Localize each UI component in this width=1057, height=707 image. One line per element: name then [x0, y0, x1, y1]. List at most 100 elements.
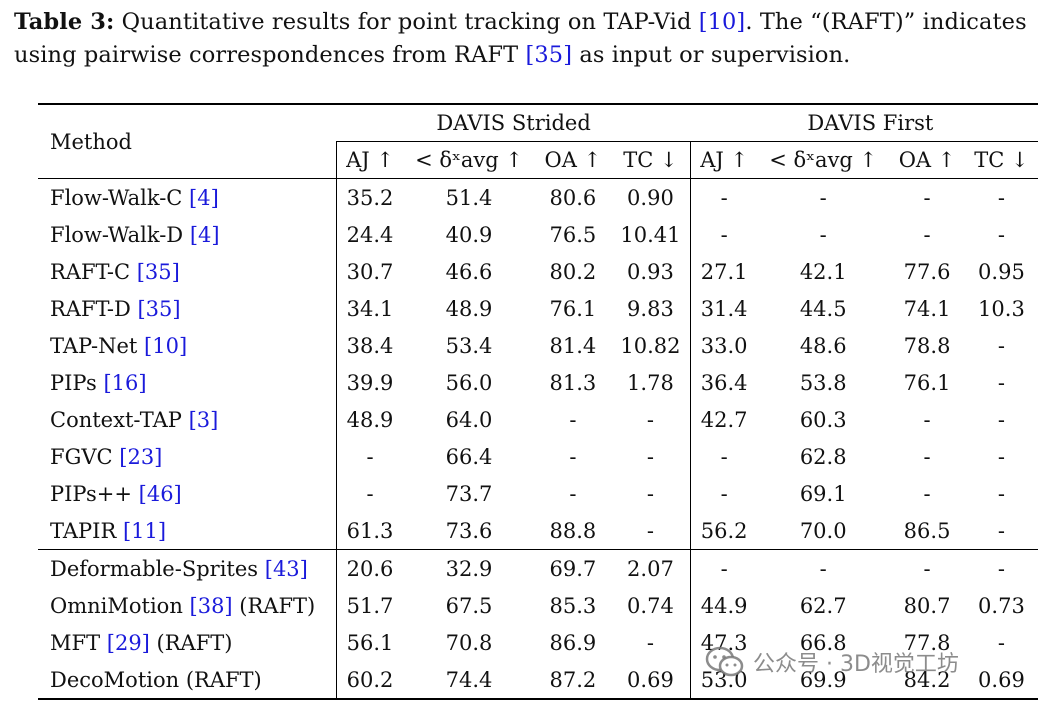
metric-cell: 1.78 — [627, 370, 674, 395]
metric-cell: 81.3 — [549, 370, 597, 395]
metric-cell: 60.3 — [799, 407, 847, 432]
table-row: Context-TAP [3] 48.9 64.0- -42.7 60.3- - — [38, 401, 1038, 438]
metric-cell: - — [923, 444, 931, 469]
metric-cell: - — [646, 630, 654, 655]
metric-cell: - — [997, 370, 1005, 395]
citation-link[interactable]: [29] — [106, 630, 150, 655]
citation-link[interactable]: [16] — [103, 370, 147, 395]
metric-cell: 61.3 — [335, 512, 403, 550]
metric-cell: 40.9 — [445, 222, 493, 247]
metric-cell: - — [997, 407, 1005, 432]
metric-cell: 47.3 — [690, 624, 758, 661]
metric-cell: - — [646, 407, 654, 432]
metric-cell: 66.4 — [445, 444, 493, 469]
method-label: Context-TAP — [50, 407, 189, 432]
metric-cell: 69.9 — [799, 667, 847, 692]
citation-link[interactable]: [35] — [525, 42, 573, 68]
metric-cell: 77.6 — [903, 259, 951, 284]
metric-cell: 86.9 — [549, 630, 597, 655]
method-name: TAP-Net [10] — [38, 327, 337, 364]
table-row: RAFT-C [35] 30.7 46.6 80.2 0.93 27.1 42.1 77.6 0… — [38, 253, 1038, 290]
metric-cell: - — [889, 549, 965, 587]
citation-link[interactable]: [10] — [144, 333, 188, 358]
metric-cell: 0.69 — [978, 667, 1025, 692]
header-row-metrics: AJ ↑ < δˣavg ↑ OA ↑ TC ↓ AJ ↑ < δˣavg ↑ … — [38, 141, 1038, 179]
metric-cell: 0.73 — [978, 593, 1025, 618]
metric-cell: 20.6 — [335, 549, 403, 587]
metric-cell: 42.1 — [799, 259, 847, 284]
metric-cell: 77.8 — [903, 630, 951, 655]
method-label: Deformable-Sprites — [50, 556, 265, 581]
col-header-oa: OA ↑ — [889, 141, 965, 179]
citation-link[interactable]: [43] — [264, 556, 308, 581]
citation-link[interactable]: [46] — [138, 481, 182, 506]
metric-cell: 70.8 — [445, 630, 493, 655]
metric-cell: 38.4 — [335, 327, 403, 364]
metric-cell: 74.1 — [903, 296, 951, 321]
metric-cell: 35.2 — [335, 178, 403, 216]
caption-text: as input or supervision. — [572, 42, 851, 68]
citation-link[interactable]: [35] — [137, 296, 181, 321]
caption-text: Quantitative results for point tracking … — [114, 9, 699, 35]
method-suffix: (RAFT) — [149, 630, 233, 655]
col-header-oa: OA ↑ — [535, 141, 611, 179]
table-caption: Table 3: Quantitative results for point … — [14, 6, 1044, 72]
metric-cell: 64.0 — [445, 407, 493, 432]
col-header-tc: TC ↓ — [610, 141, 691, 179]
table-row: RAFT-D [35] 34.1 48.9 76.1 9.83 31.4 44.5 74.1 1… — [38, 290, 1038, 327]
method-header: Method — [38, 104, 337, 179]
metric-cell: - — [335, 475, 403, 512]
citation-link[interactable]: [4] — [189, 222, 220, 247]
table-row: FGVC [23] -66.4- - -62.8- - — [38, 438, 1038, 475]
metric-cell: 78.8 — [903, 333, 951, 358]
col-header-delta-avg: < δˣavg ↑ — [757, 141, 890, 179]
method-label: OmniMotion — [50, 593, 190, 618]
metric-cell: - — [646, 481, 654, 506]
method-label: TAPIR — [50, 518, 123, 543]
metric-cell: 30.7 — [335, 253, 403, 290]
table-row: Deformable-Sprites [43] 20.6 32.9 69.7 2.07-… — [38, 549, 1038, 587]
metric-cell: - — [646, 444, 654, 469]
citation-link[interactable]: [23] — [119, 444, 163, 469]
metric-cell: 0.93 — [627, 259, 674, 284]
citation-link[interactable]: [10] — [698, 9, 746, 35]
metric-cell: 42.7 — [690, 401, 758, 438]
method-label: MFT — [50, 630, 107, 655]
method-name: Flow-Walk-D [4] — [38, 216, 337, 253]
method-name: RAFT-C [35] — [38, 253, 337, 290]
method-suffix: (RAFT) — [232, 593, 316, 618]
metric-cell: - — [646, 518, 654, 543]
citation-link[interactable]: [35] — [136, 259, 180, 284]
method-label: DecoMotion (RAFT) — [50, 667, 262, 692]
col-header-aj: AJ ↑ — [335, 141, 403, 179]
metric-cell: 62.7 — [799, 593, 847, 618]
citation-link[interactable]: [11] — [122, 518, 167, 543]
metric-cell: 88.8 — [549, 518, 597, 543]
citation-link[interactable]: [4] — [189, 185, 219, 210]
metric-cell: 24.4 — [335, 216, 403, 253]
metric-cell: - — [569, 407, 577, 432]
metric-cell: - — [997, 333, 1005, 358]
method-name: PIPs++ [46] — [38, 475, 337, 512]
metric-cell: 33.0 — [690, 327, 758, 364]
metric-cell: 10.3 — [978, 296, 1025, 321]
group-header-davis-first: DAVIS First — [690, 104, 1038, 142]
method-label: RAFT-C — [50, 259, 137, 284]
metric-cell: - — [690, 216, 758, 253]
metric-cell: 67.5 — [445, 593, 493, 618]
metric-cell: 53.0 — [690, 661, 758, 699]
citation-link[interactable]: [3] — [188, 407, 219, 432]
citation-link[interactable]: [38] — [189, 593, 233, 618]
metric-cell: 56.2 — [690, 512, 758, 550]
table-row: TAP-Net [10] 38.4 53.4 81.4 10.82 33.0 48.6 78.… — [38, 327, 1038, 364]
metric-cell: 31.4 — [690, 290, 758, 327]
method-name: Deformable-Sprites [43] — [38, 549, 337, 587]
table-body: Flow-Walk-C [4] 35.2 51.4 80.6 0.90- - - - Flow-… — [38, 178, 1038, 699]
metric-cell: 81.4 — [549, 333, 597, 358]
metric-cell: - — [819, 185, 827, 210]
metric-cell: 84.2 — [903, 667, 951, 692]
metric-cell: 87.2 — [549, 667, 597, 692]
method-name: FGVC [23] — [38, 438, 337, 475]
method-label: PIPs++ — [50, 481, 139, 506]
metric-cell: 39.9 — [335, 364, 403, 401]
